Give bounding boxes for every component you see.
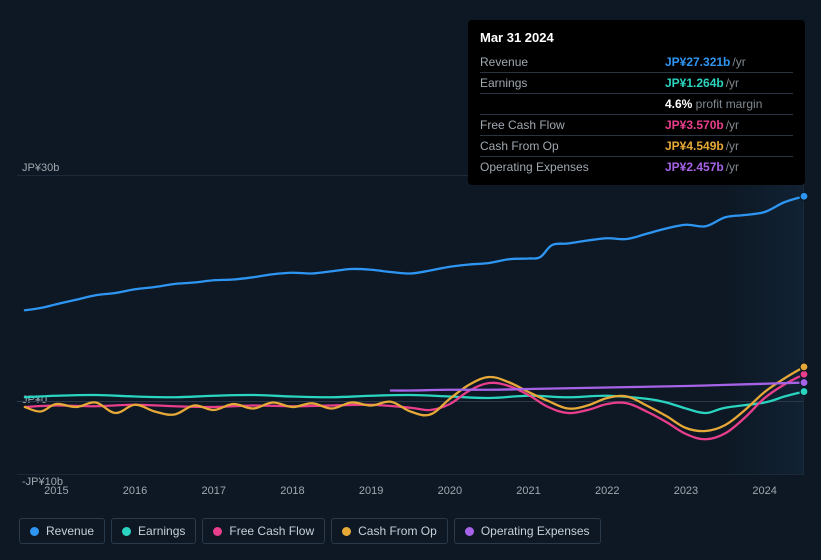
legend-swatch [465, 527, 474, 536]
legend-swatch [342, 527, 351, 536]
x-axis-label: 2021 [516, 485, 540, 497]
chart-legend: Revenue Earnings Free Cash Flow Cash From O… [19, 518, 802, 544]
tooltip-row-value: JP¥1.264b/yr [665, 72, 793, 93]
tooltip-row-label: Cash From Op [480, 135, 665, 156]
tooltip-table: RevenueJP¥27.321b/yrEarningsJP¥1.264b/yr… [480, 52, 793, 177]
legend-label: Cash From Op [358, 524, 437, 538]
x-axis-label: 2019 [359, 485, 383, 497]
legend-item-cash-from-op[interactable]: Cash From Op [331, 518, 448, 544]
x-axis-label: 2024 [752, 485, 776, 497]
x-axis-label: 2018 [280, 485, 304, 497]
series-end-dot [800, 192, 808, 200]
chart-tooltip: Mar 31 2024 RevenueJP¥27.321b/yrEarnings… [468, 20, 805, 185]
tooltip-row-label: Free Cash Flow [480, 114, 665, 135]
series-line-revenue [25, 196, 804, 310]
x-axis-label: 2015 [44, 485, 68, 497]
series-line-cash-from-op [25, 367, 804, 431]
x-axis-label: 2016 [123, 485, 147, 497]
tooltip-row-label: Revenue [480, 52, 665, 73]
x-axis-label: 2022 [595, 485, 619, 497]
series-line-earnings [25, 392, 804, 413]
legend-item-free-cash-flow[interactable]: Free Cash Flow [202, 518, 325, 544]
legend-label: Free Cash Flow [229, 524, 314, 538]
tooltip-row-value: JP¥4.549b/yr [665, 135, 793, 156]
legend-label: Operating Expenses [481, 524, 590, 538]
y-axis-label: JP¥30b [22, 162, 59, 174]
legend-swatch [122, 527, 131, 536]
x-axis-label: 2017 [202, 485, 226, 497]
series-end-dot [800, 388, 808, 396]
tooltip-row-label: Earnings [480, 72, 665, 93]
chart-svg [17, 176, 803, 474]
legend-item-operating-expenses[interactable]: Operating Expenses [454, 518, 601, 544]
x-axis-label: 2023 [674, 485, 698, 497]
legend-swatch [30, 527, 39, 536]
chart-plot-area[interactable] [17, 175, 804, 475]
legend-item-revenue[interactable]: Revenue [19, 518, 105, 544]
legend-swatch [213, 527, 222, 536]
tooltip-row-label: Operating Expenses [480, 156, 665, 177]
tooltip-row-value: JP¥2.457b/yr [665, 156, 793, 177]
legend-label: Earnings [138, 524, 185, 538]
x-axis-labels: 2015 2016 2017 2018 2019 2020 2021 2022 2023 2024 [17, 485, 804, 500]
legend-item-earnings[interactable]: Earnings [111, 518, 196, 544]
legend-label: Revenue [46, 524, 94, 538]
series-line-operating-expenses [391, 383, 804, 391]
x-axis-label: 2020 [438, 485, 462, 497]
tooltip-row-value: JP¥3.570b/yr [665, 114, 793, 135]
tooltip-row-value: JP¥27.321b/yr [665, 52, 793, 73]
series-end-dot [800, 363, 808, 371]
tooltip-date: Mar 31 2024 [480, 28, 793, 48]
series-end-dot [800, 379, 808, 387]
